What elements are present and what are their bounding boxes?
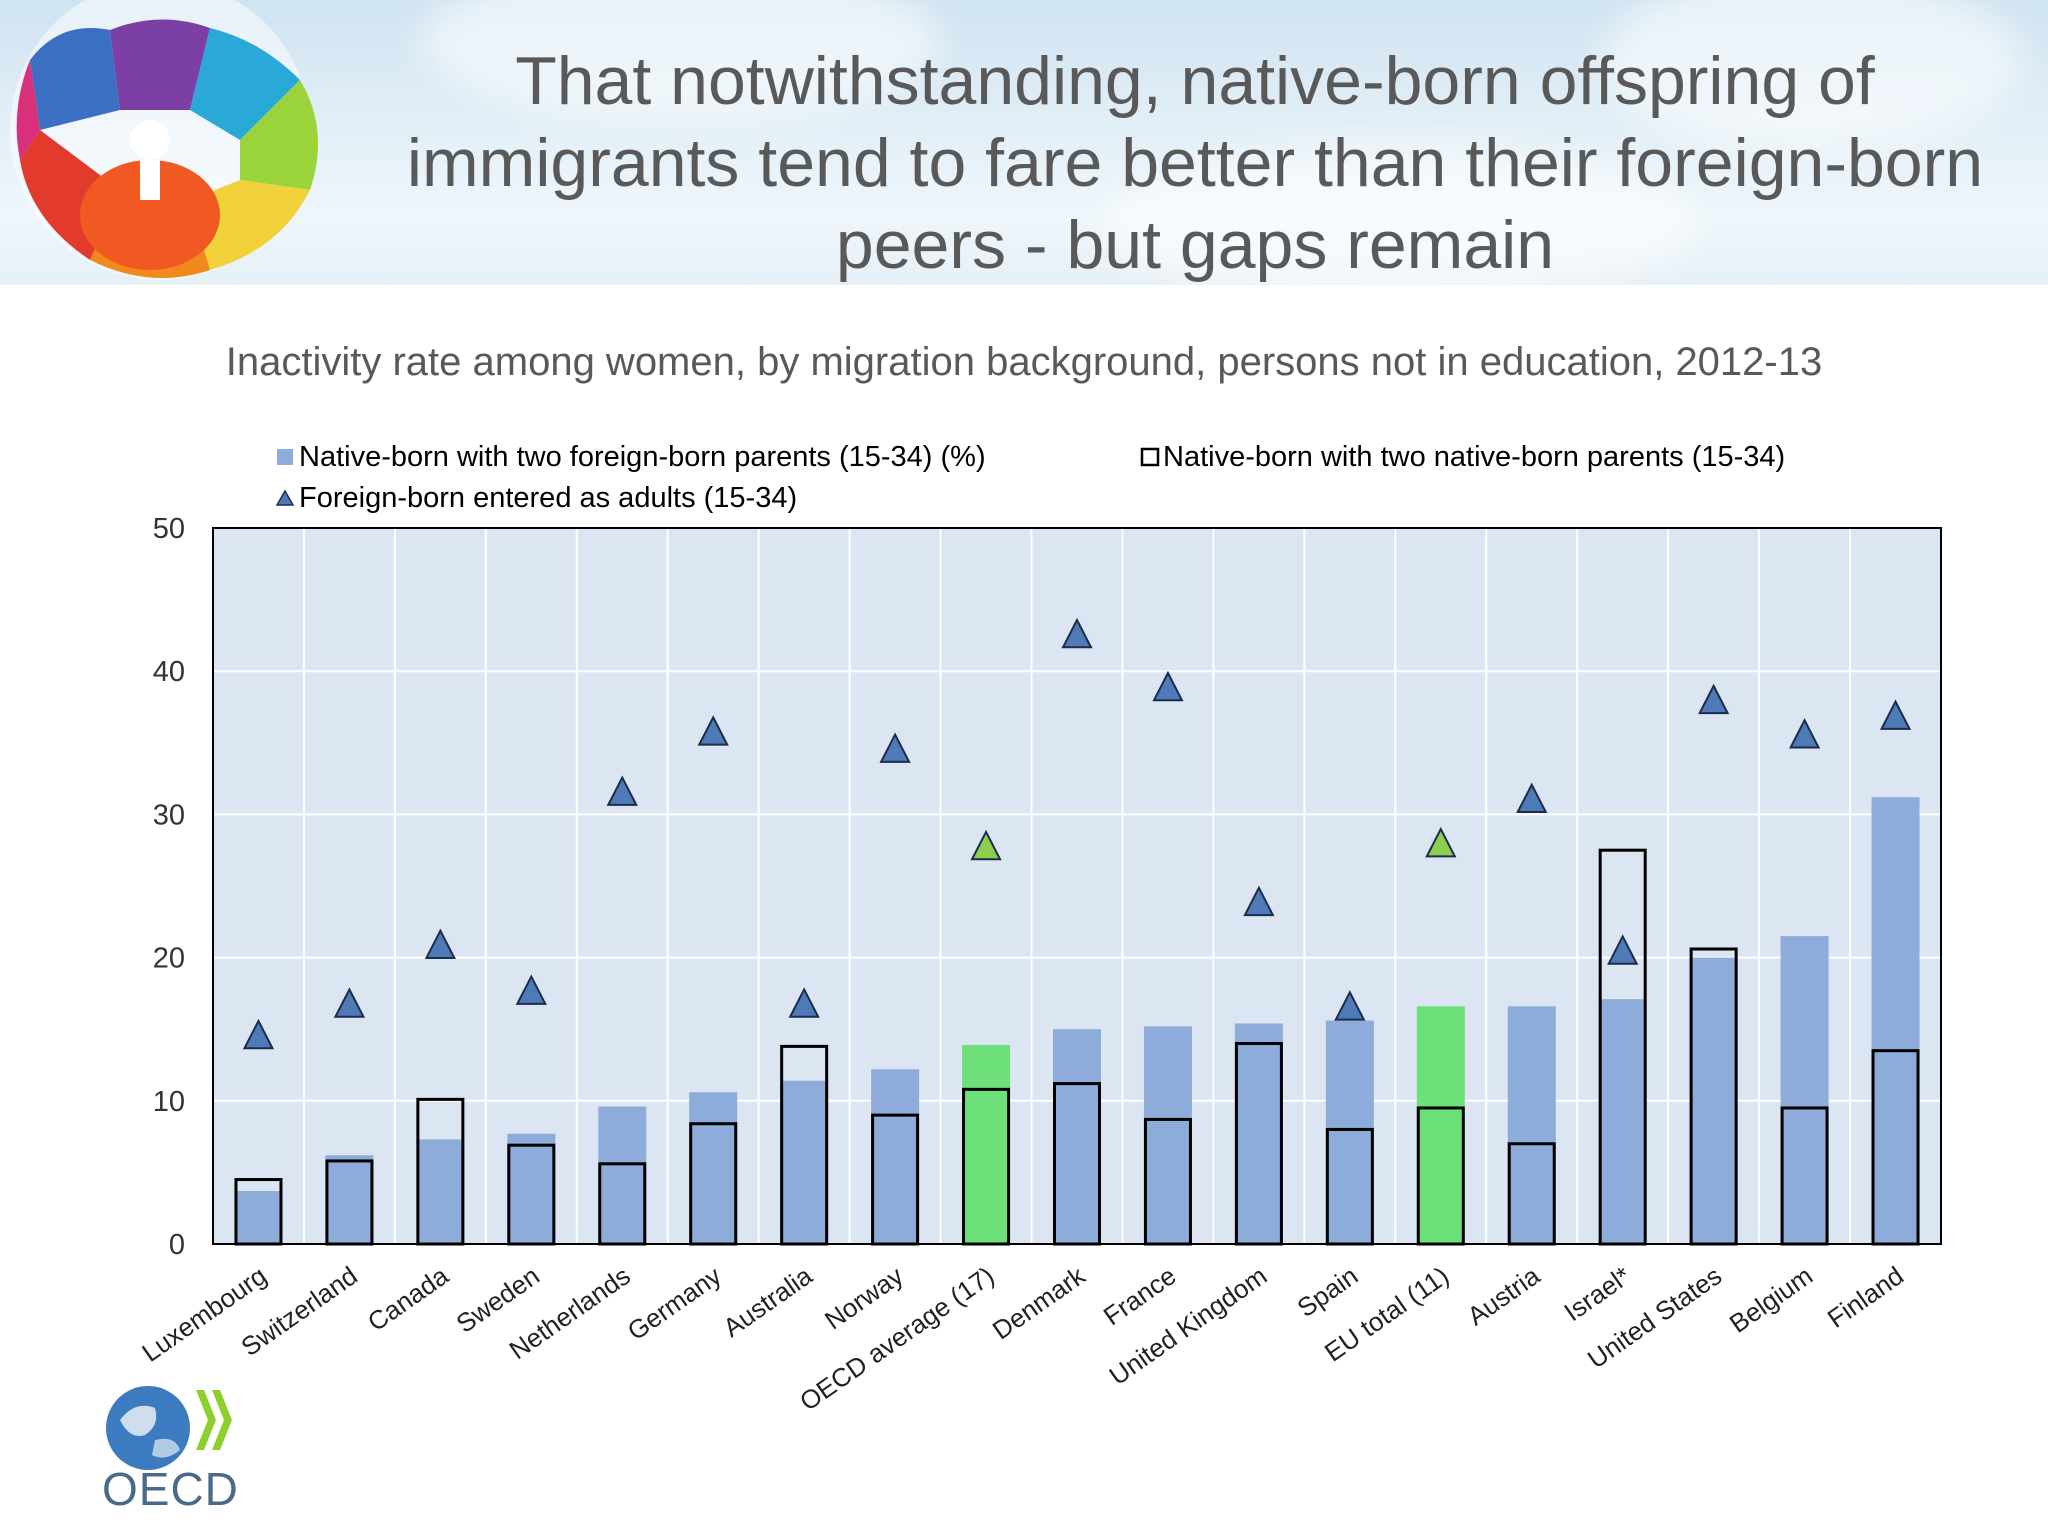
marker-foreign-born-adults	[1061, 617, 1093, 649]
bar-native-foreign-parents	[1689, 957, 1738, 1244]
x-tick-label: Australia	[718, 1260, 819, 1343]
marker-foreign-born-adults	[1697, 683, 1730, 715]
slide-title: That notwithstanding, native-born offspr…	[406, 43, 1984, 283]
x-tick-label: Austria	[1462, 1260, 1546, 1331]
y-tick-label: 10	[153, 1086, 185, 1118]
bar-native-foreign-parents	[598, 1106, 647, 1244]
marker-foreign-born-adults	[1425, 826, 1457, 858]
puzzle-people-illustration	[10, 0, 318, 280]
bar-native-foreign-parents	[689, 1092, 738, 1244]
bar-native-foreign-parents	[1053, 1029, 1101, 1244]
x-tick-label: Denmark	[987, 1260, 1091, 1346]
bar-native-foreign-parents	[325, 1155, 374, 1244]
marker-foreign-born-adults	[1243, 885, 1275, 917]
plot-border	[212, 527, 1942, 1245]
bar-native-foreign-parents	[234, 1191, 283, 1244]
header-banner: That notwithstanding, native-born offspr…	[0, 0, 2048, 285]
legend-swatch-outline	[1140, 447, 1160, 467]
bar-native-foreign-parents	[1234, 1023, 1283, 1244]
x-tick-label: Finland	[1822, 1260, 1909, 1333]
bar-native-foreign-parents	[416, 1139, 465, 1244]
marker-foreign-born-adults	[1152, 670, 1184, 702]
marker-foreign-born-adults	[1607, 934, 1639, 965]
y-tick-label: 0	[169, 1229, 185, 1261]
marker-foreign-born-adults	[879, 732, 911, 763]
x-tick-label: Canada	[362, 1260, 454, 1337]
marker-foreign-born-adults	[970, 829, 1002, 861]
legend-label-foreign-born-adults: Foreign-born entered as adults (15-34)	[299, 482, 797, 514]
chart-legend: Native-born with two foreign-born parent…	[275, 441, 1785, 514]
marker-foreign-born-adults	[242, 1018, 275, 1050]
marker-foreign-born-adults	[1334, 990, 1366, 1021]
bar-native-foreign-parents	[1325, 1020, 1374, 1244]
x-tick-label: Germany	[622, 1260, 727, 1346]
marker-foreign-born-adults	[697, 715, 729, 746]
marker-foreign-born-adults	[1516, 782, 1548, 813]
bar-native-foreign-parents	[1507, 1006, 1556, 1244]
y-tick-label: 50	[153, 513, 185, 545]
bar-native-foreign-parents	[780, 1080, 829, 1244]
x-tick-label: United Kingdom	[1104, 1260, 1273, 1391]
bar-native-foreign-parents	[871, 1069, 920, 1244]
marker-foreign-born-adults	[333, 987, 366, 1018]
marker-foreign-born-adults	[606, 775, 638, 806]
chart-subtitle: Inactivity rate among women, by migratio…	[225, 340, 1823, 384]
oecd-logo-text: OECD	[102, 1463, 239, 1515]
marker-foreign-born-adults	[424, 928, 457, 960]
marker-foreign-born-adults	[515, 974, 547, 1005]
oecd-logo	[106, 1386, 232, 1470]
bar-native-foreign-parents	[1598, 999, 1647, 1244]
bar-native-foreign-parents	[1143, 1026, 1192, 1244]
bar-native-foreign-parents	[1871, 797, 1920, 1244]
bar-native-foreign-parents	[962, 1044, 1011, 1244]
y-tick-label: 20	[153, 943, 185, 975]
bar-native-foreign-parents	[507, 1133, 556, 1244]
legend-swatch-bar	[277, 449, 293, 465]
x-tick-label: Belgium	[1724, 1260, 1818, 1338]
y-tick-label: 30	[153, 799, 185, 831]
marker-foreign-born-adults	[1879, 699, 1912, 730]
x-tick-label: Israel*	[1559, 1260, 1637, 1327]
y-tick-label: 40	[153, 656, 185, 688]
legend-swatch-triangle	[275, 489, 295, 506]
bar-native-foreign-parents	[1780, 936, 1829, 1244]
x-tick-label: Spain	[1292, 1260, 1364, 1323]
marker-foreign-born-adults	[1788, 718, 1821, 749]
legend-label-native-foreign-parents: Native-born with two foreign-born parent…	[299, 441, 986, 473]
legend-label-native-native-parents: Native-born with two native-born parents…	[1163, 441, 1785, 473]
marker-foreign-born-adults	[788, 987, 820, 1018]
bar-native-foreign-parents	[1416, 1006, 1465, 1244]
